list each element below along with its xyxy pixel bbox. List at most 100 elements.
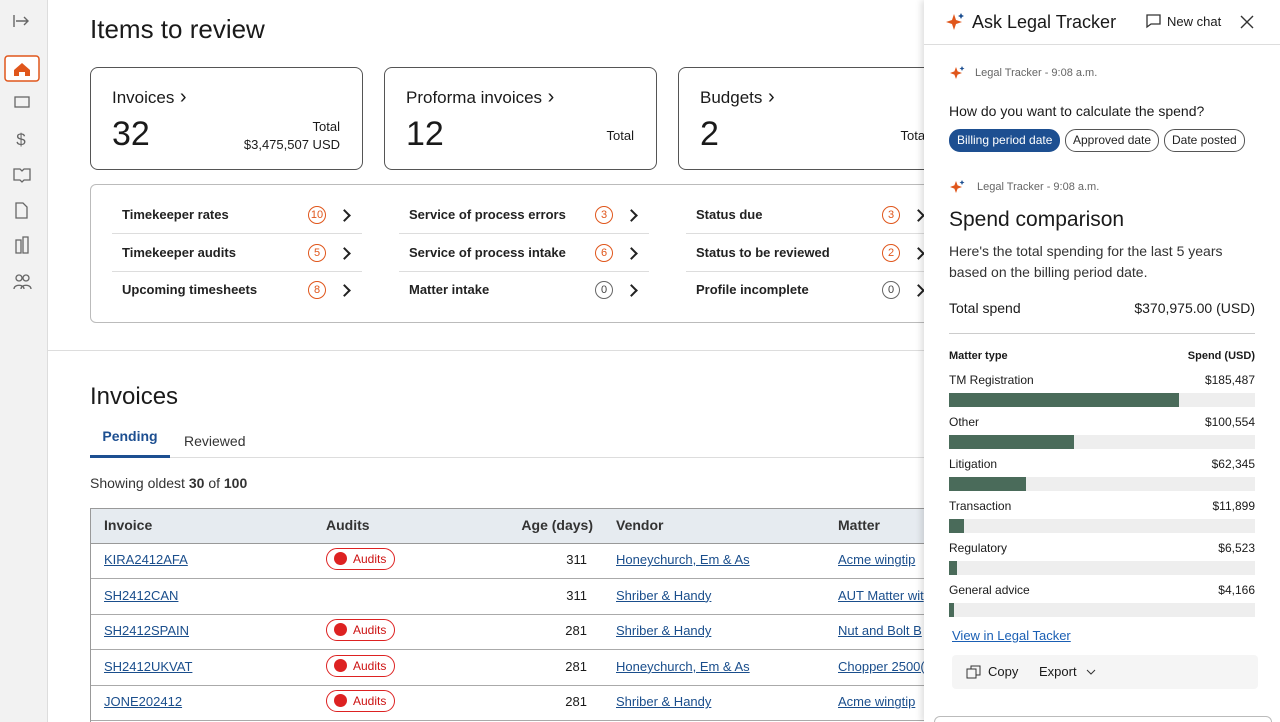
- review-item[interactable]: Timekeeper audits: [122, 244, 236, 260]
- count-badge: 3: [595, 206, 613, 224]
- new-chat[interactable]: New chat: [1167, 14, 1222, 29]
- invoice-link[interactable]: SH2412CAN: [104, 587, 179, 603]
- alert-icon: [334, 552, 347, 565]
- vendor-link[interactable]: Shriber & Handy: [616, 694, 712, 710]
- value-label: $62,345: [1211, 457, 1255, 471]
- count-badge: 0: [882, 281, 900, 299]
- option-chip[interactable]: Date posted: [1164, 129, 1245, 152]
- value-label: $100,554: [1204, 415, 1255, 429]
- count-badge: 6: [595, 243, 613, 262]
- bar: [949, 477, 1027, 491]
- bar: [949, 519, 964, 533]
- card-count: 2: [700, 115, 719, 153]
- copy-icon: [966, 665, 981, 679]
- row-divider: [112, 270, 362, 272]
- summary-card[interactable]: Invoices › 32 Total $3,475,507 USD: [90, 67, 363, 170]
- sparkle-icon: [946, 13, 964, 30]
- review-item[interactable]: Matter intake: [409, 282, 490, 297]
- alert-icon: [334, 658, 347, 672]
- invoice-link[interactable]: JONE202412: [104, 694, 183, 710]
- count-badge: 8: [308, 281, 326, 299]
- chat-input[interactable]: [934, 716, 1272, 722]
- review-item[interactable]: Timekeeper rates: [122, 207, 229, 222]
- category-label: TM Registration: [949, 373, 1034, 387]
- divider: [48, 350, 948, 351]
- value-label: $6,523: [1218, 541, 1255, 555]
- text: Showing oldest: [90, 475, 185, 491]
- matter-link[interactable]: Nut and Bolt B: [838, 623, 922, 639]
- vendor-link[interactable]: Shriber & Handy: [616, 623, 712, 639]
- chart-header: Spend (USD): [1187, 350, 1255, 362]
- column-header: Age (days): [521, 517, 593, 533]
- review-item[interactable]: Profile incomplete: [696, 282, 809, 297]
- column-header: Audits: [326, 517, 370, 533]
- category-label: Litigation: [949, 457, 998, 471]
- text: 30: [188, 475, 205, 491]
- invoice-link[interactable]: SH2412SPAIN: [104, 623, 190, 639]
- category-label: Regulatory: [949, 541, 1008, 555]
- export-button[interactable]: Export: [1039, 664, 1077, 679]
- divider: [949, 333, 1255, 334]
- sidebar-icons[interactable]: $: [0, 0, 47, 300]
- panel-title: Ask Legal Tracker: [972, 12, 1117, 32]
- vendor-link[interactable]: Shriber & Handy: [616, 587, 712, 603]
- audit-pill: Audits: [326, 548, 396, 570]
- review-item[interactable]: Upcoming timesheets: [122, 282, 258, 297]
- value-label: $185,487: [1204, 373, 1255, 387]
- table-header: [91, 509, 931, 544]
- count-badge: 2: [882, 243, 900, 262]
- tab-line: [90, 457, 930, 458]
- row-divider: [399, 233, 649, 234]
- copy-button[interactable]: Copy: [988, 664, 1019, 679]
- vendor-link[interactable]: Honeychurch, Em & As: [616, 658, 750, 674]
- message-meta: Legal Tracker - 9:08 a.m.: [975, 67, 1098, 79]
- review-item[interactable]: Service of process intake: [409, 244, 566, 260]
- tab[interactable]: Reviewed: [184, 433, 246, 449]
- card-title: Invoices ›: [112, 86, 187, 108]
- row-divider: [91, 720, 931, 722]
- row-divider: [686, 233, 936, 234]
- review-item[interactable]: Status to be reviewed: [696, 244, 830, 260]
- sidebar: $: [0, 0, 48, 722]
- total-label: Total: [900, 128, 928, 143]
- link[interactable]: View in Legal Tacker: [952, 628, 1071, 643]
- count-badge: 10: [308, 206, 326, 224]
- bar-track: [949, 561, 1255, 575]
- invoice-link[interactable]: SH2412UKVAT: [104, 658, 193, 674]
- value-label: $4,166: [1218, 583, 1255, 597]
- message-heading: Spend comparison: [949, 208, 1125, 231]
- alert-icon: [334, 623, 347, 637]
- tab[interactable]: Pending: [90, 428, 170, 458]
- option-chip[interactable]: Billing period date: [949, 129, 1061, 152]
- vendor-link[interactable]: Honeychurch, Em & As: [616, 552, 750, 567]
- row-divider: [399, 270, 649, 272]
- matter-link[interactable]: Chopper 2500(: [838, 658, 924, 674]
- age: 281: [565, 623, 587, 639]
- matter-link[interactable]: AUT Matter wit: [838, 587, 924, 603]
- age: 311: [566, 587, 587, 603]
- card-count: 12: [406, 115, 444, 153]
- bar: [949, 393, 1179, 407]
- category-label: Other: [949, 415, 980, 429]
- bar: [949, 603, 955, 617]
- card-title: Budgets ›: [700, 86, 775, 108]
- row-divider: [91, 649, 931, 651]
- total-value: $3,475,507 USD: [243, 137, 340, 152]
- section-title: Invoices: [90, 383, 179, 410]
- review-item[interactable]: Service of process errors: [409, 207, 566, 222]
- chevron: [1086, 669, 1096, 675]
- age: 281: [565, 658, 587, 674]
- matter-link[interactable]: Acme wingtip: [838, 694, 916, 710]
- invoice-link[interactable]: KIRA2412AFA: [104, 552, 188, 567]
- matter-link[interactable]: Acme wingtip: [838, 552, 916, 567]
- audit-pill: Audits: [326, 654, 396, 677]
- assistant-panel: Ask Legal Tracker New chat Legal Tracker…: [924, 0, 1280, 722]
- summary-card[interactable]: Proforma invoices › 12 Total: [384, 67, 657, 170]
- review-item[interactable]: Status due: [696, 207, 763, 222]
- close-button[interactable]: [1239, 14, 1255, 30]
- message-text: How do you want to calculate the spend?: [949, 103, 1205, 119]
- summary-card[interactable]: Budgets › 2 Total: [678, 67, 951, 170]
- option-chip[interactable]: Approved date: [1065, 129, 1160, 152]
